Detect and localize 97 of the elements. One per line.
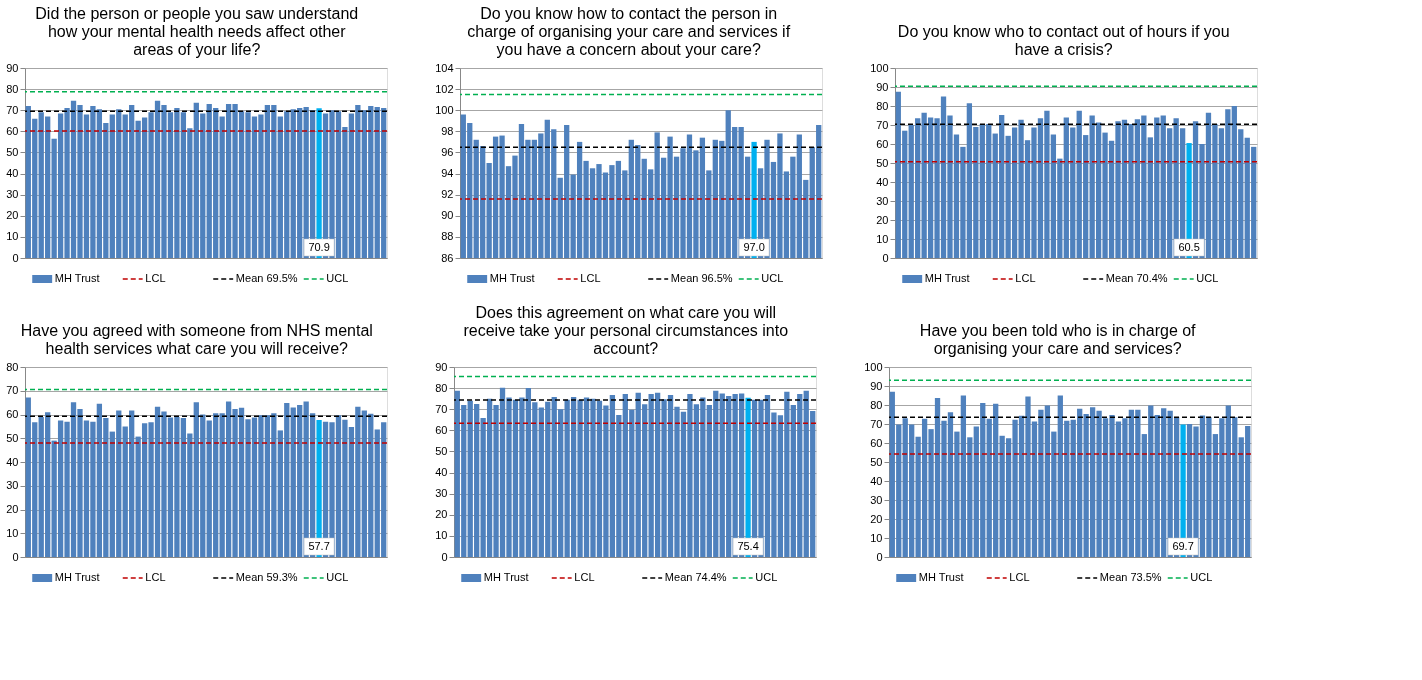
legend-label: UCL xyxy=(755,571,778,583)
y-tick-label: 60 xyxy=(6,124,19,137)
y-tick-label: 10 xyxy=(6,230,19,243)
y-tick-label: 20 xyxy=(876,213,889,226)
y-tick-label: 90 xyxy=(6,61,19,74)
y-tick-label: 0 xyxy=(12,251,19,264)
y-tick-label: 96 xyxy=(441,145,454,158)
chart-title: Do you know who to contact out of hours if you have a crisis? xyxy=(897,22,1230,58)
y-tick-label: 30 xyxy=(870,493,883,506)
legend-label: UCL xyxy=(326,571,349,583)
y-tick-label: 30 xyxy=(6,479,19,492)
y-tick-label: 90 xyxy=(876,80,889,93)
y-tick-label: 40 xyxy=(6,455,19,468)
y-tick-label: 70 xyxy=(876,118,889,131)
legend-label: MH Trust xyxy=(483,571,529,583)
legend-label: LCL xyxy=(145,272,166,284)
legend-label: Mean 74.4% xyxy=(664,571,727,583)
y-tick-label: 80 xyxy=(876,99,889,112)
data-label: 69.7 xyxy=(1172,540,1194,552)
legend-label: MH Trust xyxy=(54,272,100,284)
y-tick-label: 50 xyxy=(876,156,889,169)
data-label: 70.9 xyxy=(308,241,330,253)
y-tick-label: 80 xyxy=(6,82,19,95)
y-tick-label: 30 xyxy=(876,194,889,207)
chart-title: Did the person or people you saw understand how your mental health needs affect other areas of your life? xyxy=(35,4,359,58)
y-tick-label: 30 xyxy=(6,188,19,201)
y-tick-label: 80 xyxy=(6,360,19,373)
y-tick-label: 100 xyxy=(870,61,889,74)
y-tick-label: 70 xyxy=(6,103,19,116)
y-tick-label: 10 xyxy=(435,529,448,542)
chart-title: Have you agreed with someone from NHS mental health services what care you will receive? xyxy=(20,321,373,357)
data-label: 75.4 xyxy=(737,540,759,552)
chart-title: Have you been told who is in charge of organising your care and services? xyxy=(919,321,1197,357)
legend-label: MH Trust xyxy=(489,272,535,284)
y-tick-label: 80 xyxy=(435,381,448,394)
y-tick-label: 90 xyxy=(441,209,454,222)
y-tick-label: 102 xyxy=(435,82,454,95)
y-tick-label: 10 xyxy=(870,531,883,544)
y-tick-label: 50 xyxy=(6,145,19,158)
y-tick-label: 60 xyxy=(6,408,19,420)
legend-label: UCL xyxy=(1196,272,1219,284)
y-tick-label: 20 xyxy=(870,512,883,525)
y-tick-label: 20 xyxy=(435,508,448,521)
y-tick-label: 94 xyxy=(441,167,454,180)
y-tick-label: 100 xyxy=(435,103,454,116)
y-tick-label: 40 xyxy=(876,175,889,188)
legend-label: LCL xyxy=(574,571,595,583)
data-label: 60.5 xyxy=(1178,241,1200,253)
data-label: 57.7 xyxy=(308,540,330,552)
legend-label: UCL xyxy=(761,272,784,284)
legend-label: MH Trust xyxy=(54,571,100,583)
y-tick-label: 104 xyxy=(435,61,454,74)
legend-label: LCL xyxy=(1009,571,1030,583)
y-tick-label: 80 xyxy=(870,398,883,411)
legend-label: UCL xyxy=(326,272,349,284)
chart-title: Does this agreement on what care you will receive take your personal circumstances into account? xyxy=(463,303,789,357)
y-tick-label: 98 xyxy=(441,124,454,137)
y-tick-label: 0 xyxy=(882,251,889,264)
y-tick-label: 90 xyxy=(870,379,883,392)
y-tick-label: 40 xyxy=(870,474,883,487)
y-tick-label: 50 xyxy=(435,444,448,457)
legend-label: MH Trust xyxy=(918,571,964,583)
y-tick-label: 0 xyxy=(441,550,448,563)
y-tick-label: 30 xyxy=(435,487,448,500)
y-tick-label: 60 xyxy=(876,137,889,150)
y-tick-label: 88 xyxy=(441,230,454,243)
legend-label: Mean 96.5% xyxy=(670,272,733,284)
y-tick-label: 100 xyxy=(864,360,883,373)
y-tick-label: 70 xyxy=(870,417,883,430)
legend-label: Mean 59.3% xyxy=(235,571,298,583)
y-tick-label: 0 xyxy=(12,550,19,563)
y-tick-label: 10 xyxy=(876,232,889,245)
y-tick-label: 40 xyxy=(6,167,19,180)
y-tick-label: 20 xyxy=(6,209,19,222)
y-tick-label: 50 xyxy=(6,431,19,444)
y-tick-label: 90 xyxy=(435,360,448,373)
y-tick-label: 0 xyxy=(876,550,883,563)
legend-label: LCL xyxy=(1015,272,1036,284)
y-tick-label: 60 xyxy=(870,436,883,449)
y-tick-label: 10 xyxy=(6,526,19,539)
y-tick-label: 60 xyxy=(435,423,448,436)
y-tick-label: 20 xyxy=(6,503,19,515)
y-tick-label: 40 xyxy=(435,466,448,479)
legend-label: UCL xyxy=(1190,571,1213,583)
y-tick-label: 70 xyxy=(6,384,19,397)
legend-label: MH Trust xyxy=(924,272,970,284)
y-tick-label: 92 xyxy=(441,188,454,201)
y-tick-label: 50 xyxy=(870,455,883,468)
legend-label: Mean 70.4% xyxy=(1105,272,1168,284)
legend-label: Mean 69.5% xyxy=(235,272,298,284)
legend-label: Mean 73.5% xyxy=(1099,571,1162,583)
legend-label: LCL xyxy=(145,571,166,583)
chart-title: Do you know how to contact the person in charge of organising your care and services if you have a concern about your care? xyxy=(467,4,791,58)
legend-label: LCL xyxy=(580,272,601,284)
y-tick-label: 86 xyxy=(441,251,454,264)
y-tick-label: 70 xyxy=(435,402,448,415)
data-label: 97.0 xyxy=(743,241,765,253)
